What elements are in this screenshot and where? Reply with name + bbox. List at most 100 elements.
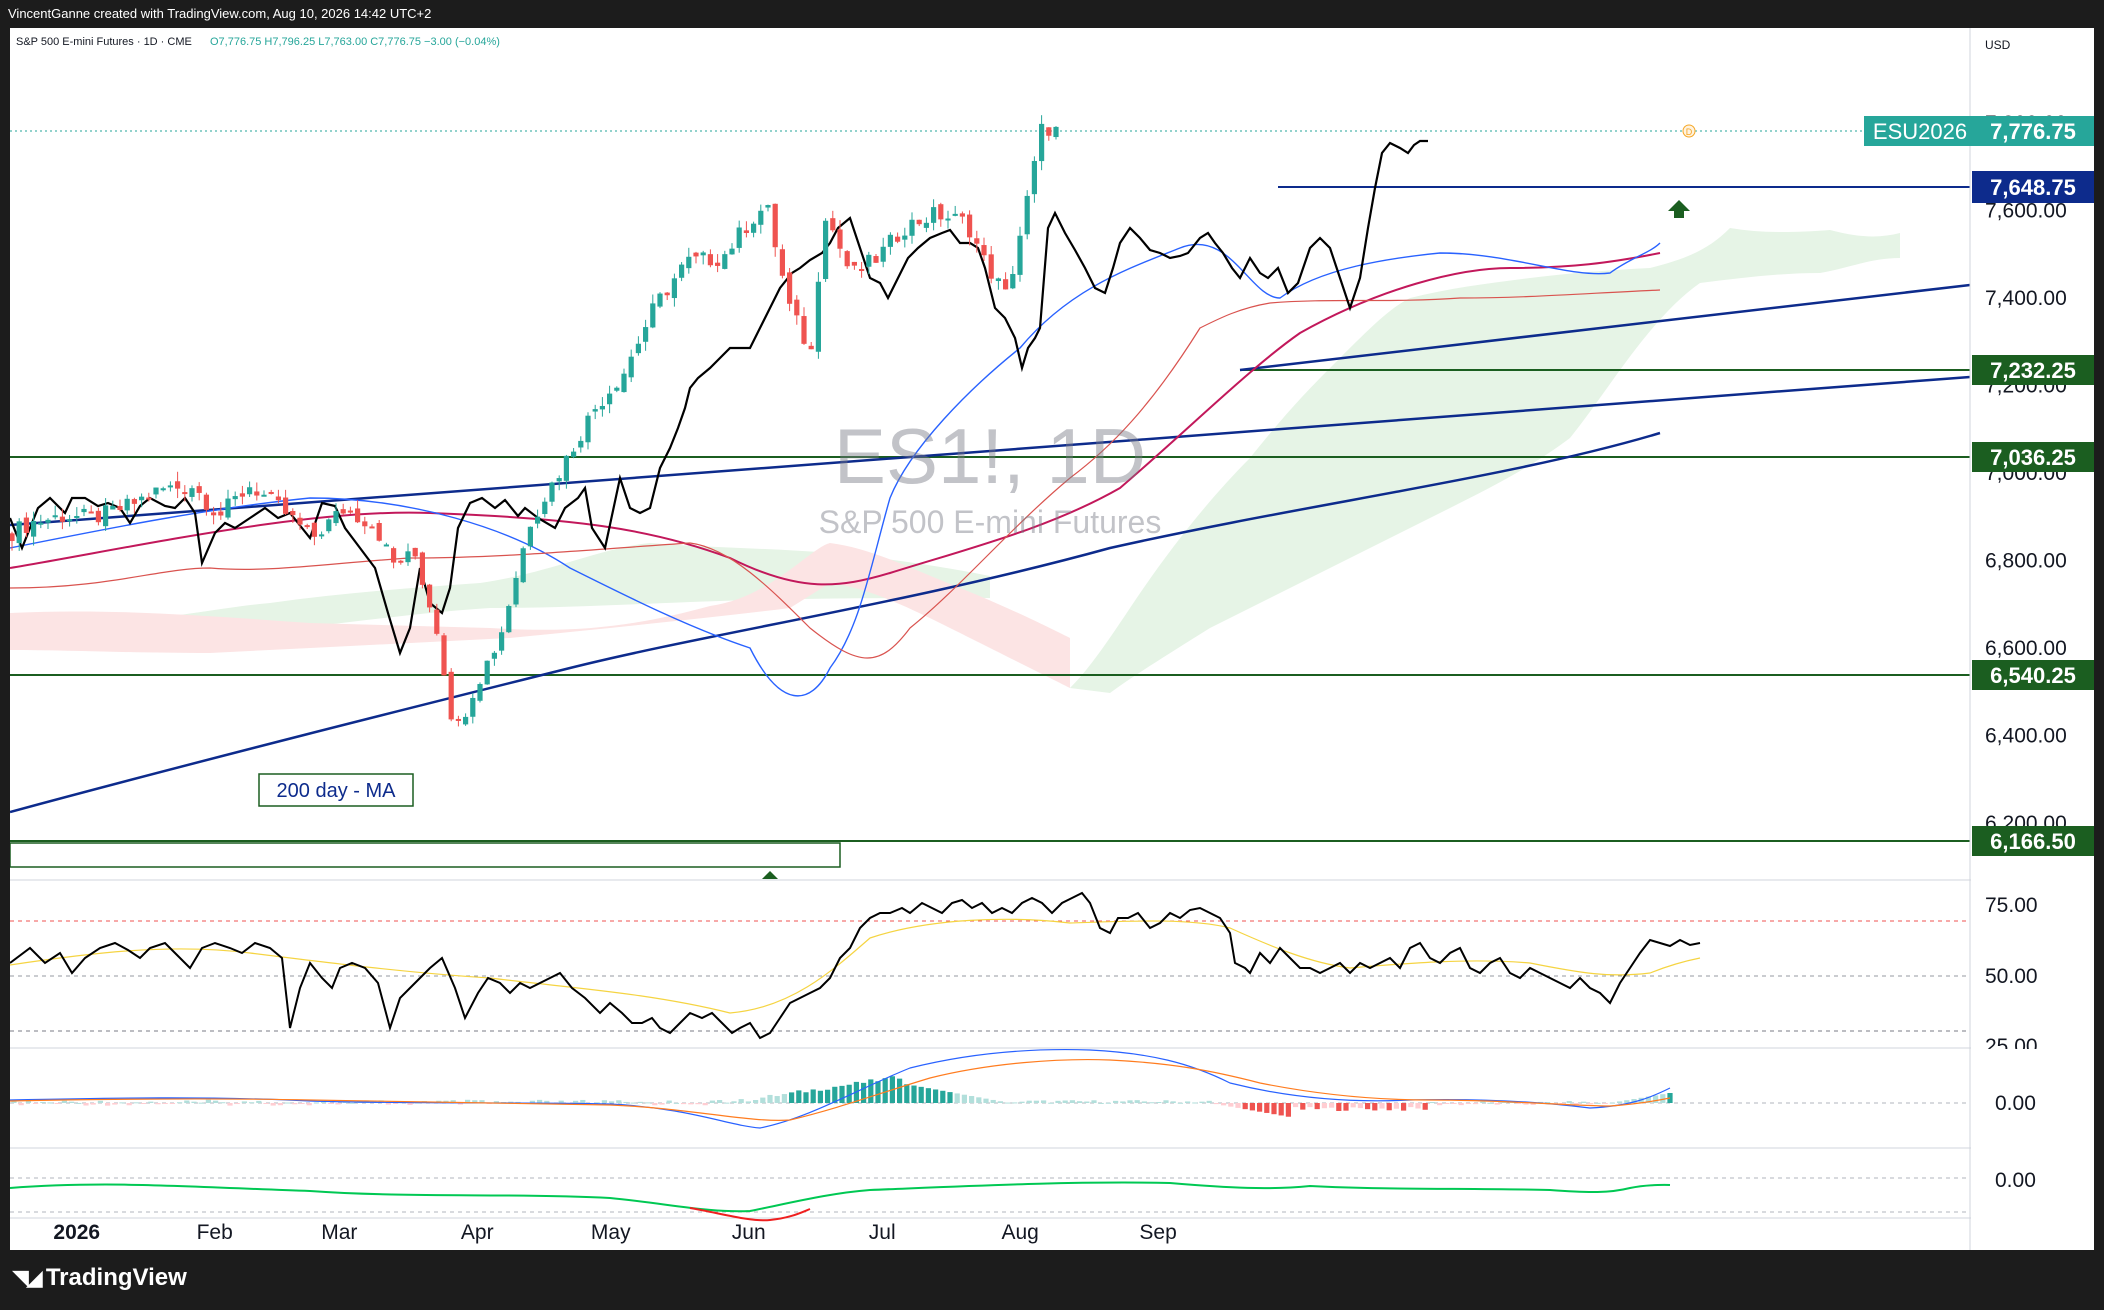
candle [902,227,908,248]
price-tick-label: 6,600.00 [1985,637,2067,660]
candle [124,494,130,515]
candle [859,261,865,278]
macd-histogram-bar [162,1103,168,1104]
candle [491,650,497,666]
candle [1046,127,1052,141]
macd-histogram-bar [241,1101,247,1103]
candle [887,232,893,255]
price-scale[interactable]: USD 7,800.007,600.007,400.007,200.007,00… [1969,28,2094,1250]
macd-histogram-bar [810,1089,816,1103]
candle [837,220,843,258]
candle [484,660,490,685]
zone-marker-icon [762,871,778,879]
candle [38,514,44,529]
macd-histogram-bar [969,1096,975,1103]
candle [772,203,778,257]
macd-histogram-bar [1645,1096,1651,1103]
macd-histogram-bar [1573,1103,1579,1106]
macd-histogram-bar [1091,1100,1097,1103]
candle [722,250,728,270]
macd-histogram-bar [753,1099,759,1103]
candle [880,237,886,268]
macd-histogram-bar [1451,1103,1457,1104]
candle [391,546,397,569]
candle [333,503,339,527]
oscillator-line-green [9,1181,1671,1213]
tradingview-logo-icon: ◥◢ [12,1265,43,1290]
svg-text:7,036.25: 7,036.25 [1990,445,2076,470]
candle [362,516,368,535]
candle [578,436,584,453]
macd-histogram-bar [112,1103,118,1105]
price-chart[interactable]: D ES1!, 1D S&P 500 E-mini Futures 200 da… [8,28,2094,1250]
macd-histogram-bar [1228,1103,1234,1107]
candle [909,212,915,244]
earnings-marker-icon[interactable] [1682,124,1696,138]
candle [405,543,411,566]
macd-histogram-bar [285,1102,291,1104]
candle [239,485,245,505]
candle [203,492,209,516]
price-tick-label: 7,600.00 [1985,200,2067,223]
candle [326,518,332,534]
rsi-pane[interactable] [9,891,1970,1040]
price-badges[interactable]: ESU2026 7,776.75 7,648.75 7,232.25 7,036… [1864,116,2094,856]
chart-frame[interactable]: D ES1!, 1D S&P 500 E-mini Futures 200 da… [8,28,2094,1250]
macd-histogram-bar [1465,1103,1471,1104]
candle [196,482,202,501]
candle [520,546,526,584]
macd-histogram-bar [529,1100,535,1103]
macd-histogram-bar [1365,1103,1371,1110]
footer-bar [10,1250,2094,1310]
macd-histogram-bar [1026,1100,1032,1103]
candle [319,531,325,540]
macd-histogram-bar [781,1094,787,1103]
lower-zone-box [9,842,841,868]
watermark-name: S&P 500 E-mini Futures [819,504,1162,540]
candle [455,715,461,727]
macd-pane[interactable] [9,1048,1970,1129]
candle [304,523,310,530]
macd-histogram-bar [1393,1103,1399,1109]
macd-histogram-bar [263,1103,269,1104]
candle [823,218,829,282]
price-tick-label: 6,800.00 [1985,550,2067,573]
macd-histogram-bar [148,1101,154,1103]
candle [916,219,922,227]
macd-histogram-bar [1170,1101,1176,1103]
candle [369,524,375,529]
macd-histogram-bar [1105,1102,1111,1104]
macd-histogram-bar [1595,1102,1601,1104]
oscillator-pane[interactable] [9,1177,1970,1222]
macd-histogram-bar [846,1084,852,1103]
macd-histogram-bar [637,1101,643,1103]
macd-histogram-bar [18,1103,24,1106]
macd-histogram-bar [875,1081,881,1103]
macd-histogram-bar [911,1085,917,1103]
ma-200-annotation[interactable]: 200 day - MA [258,773,414,807]
time-tick-label: Feb [197,1221,233,1244]
candle [967,210,973,246]
macd-histogram-bar [1660,1094,1666,1103]
level-badge-7232 [1972,355,2094,385]
trendline-rising-june [1239,283,1971,372]
candle [311,521,317,546]
candle [736,220,742,253]
candle [779,244,785,279]
macd-histogram-bar [681,1103,687,1105]
symbol-legend[interactable]: S&P 500 E-mini Futures · 1D · CME [16,36,192,48]
tradingview-logo[interactable]: ◥◢ TradingView [12,1264,187,1291]
candle [189,485,195,502]
svg-text:200 day - MA: 200 day - MA [277,780,397,802]
ohlc-legend: O7,776.75 H7,796.25 L7,763.00 C7,776.75 … [210,36,500,48]
macd-histogram-bar [1350,1103,1356,1108]
time-axis[interactable]: 2026 Feb Mar Apr May Jun Jul Aug Sep [53,1221,1176,1244]
macd-histogram-bar [234,1103,240,1105]
macd-histogram [11,1076,1673,1117]
macd-histogram-bar [1653,1095,1659,1103]
macd-histogram-bar [990,1099,996,1103]
candle [470,693,476,724]
macd-histogram-bar [1185,1101,1191,1103]
svg-text:7,232.25: 7,232.25 [1990,358,2076,383]
candle [1053,126,1059,140]
